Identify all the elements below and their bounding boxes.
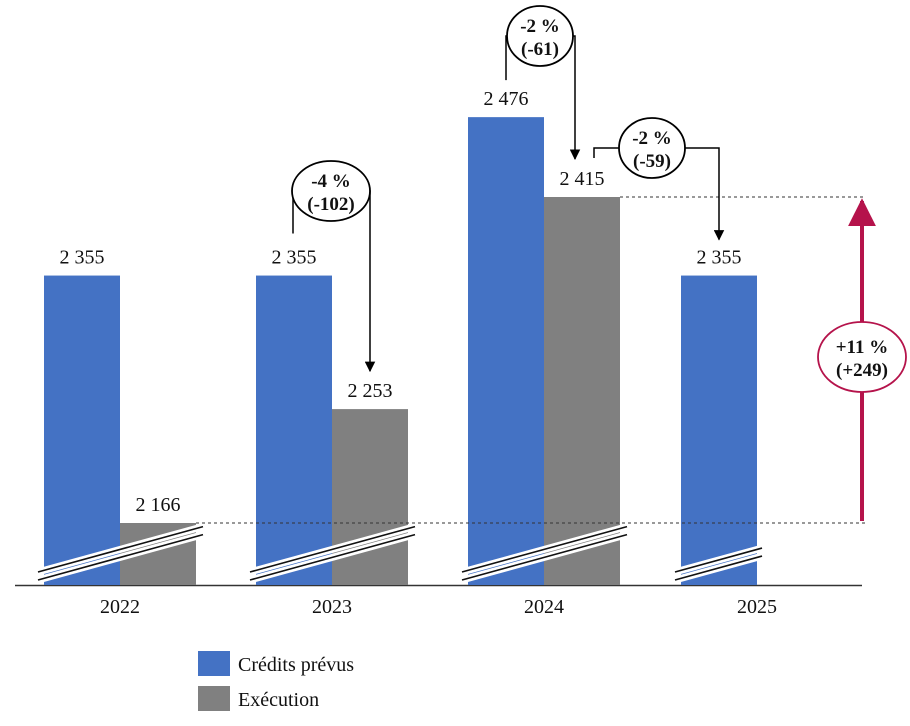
annotation-total-bubble (817, 321, 907, 393)
x-tick-label-2024: 2024 (524, 596, 564, 618)
annotation-total-percent: +11 % (836, 337, 889, 358)
bar-credits-2022 (44, 275, 120, 585)
legend-label-credits: Crédits prévus (238, 654, 354, 676)
value-label-credits-2023: 2 355 (272, 247, 317, 269)
bar-credits-2023 (256, 275, 332, 585)
annotation-2023-delta: (-102) (307, 194, 354, 215)
value-label-execution-2022: 2 166 (136, 494, 181, 516)
legend-label-execution: Exécution (238, 689, 319, 711)
axis-break-mark (674, 547, 763, 573)
annotation-2024-bubble (506, 5, 574, 67)
annotation-2024-percent: -2 % (520, 16, 560, 37)
axis-break-mark (249, 525, 416, 573)
bar-execution-2024 (544, 197, 620, 585)
axis-break-mark (674, 555, 763, 581)
annotation-2024-delta: (-61) (521, 39, 559, 60)
annotation-2023-percent: -4 % (311, 171, 351, 192)
value-label-credits-2022: 2 355 (60, 247, 105, 269)
bar-credits-2024 (468, 117, 544, 586)
bar-credits-2025 (681, 275, 757, 585)
axis-break-mark (461, 525, 628, 573)
legend: Crédits prévus Exécution (198, 651, 354, 711)
value-label-credits-2025: 2 355 (697, 247, 742, 269)
axis-break-mark (37, 525, 204, 573)
legend-swatch-credits (198, 651, 230, 676)
value-label-credits-2024: 2 476 (484, 88, 529, 110)
annotation-2025-delta: (-59) (633, 151, 671, 172)
value-label-execution-2023: 2 253 (348, 380, 393, 402)
x-tick-label-2023: 2023 (312, 596, 352, 618)
x-tick-label-2025: 2025 (737, 596, 777, 618)
annotation-2023-bubble (291, 160, 371, 222)
legend-swatch-execution (198, 686, 230, 711)
bar-execution-2023 (332, 409, 408, 585)
axis-break-mark (249, 533, 416, 581)
annotation-total-delta: (+249) (836, 360, 888, 381)
axis-break-mark (461, 533, 628, 581)
axis-break-mark (37, 533, 204, 581)
value-label-execution-2024: 2 415 (560, 168, 605, 190)
annotation-2025-bubble (618, 117, 686, 179)
x-tick-label-2022: 2022 (100, 596, 140, 618)
annotation-2025-percent: -2 % (632, 128, 672, 149)
